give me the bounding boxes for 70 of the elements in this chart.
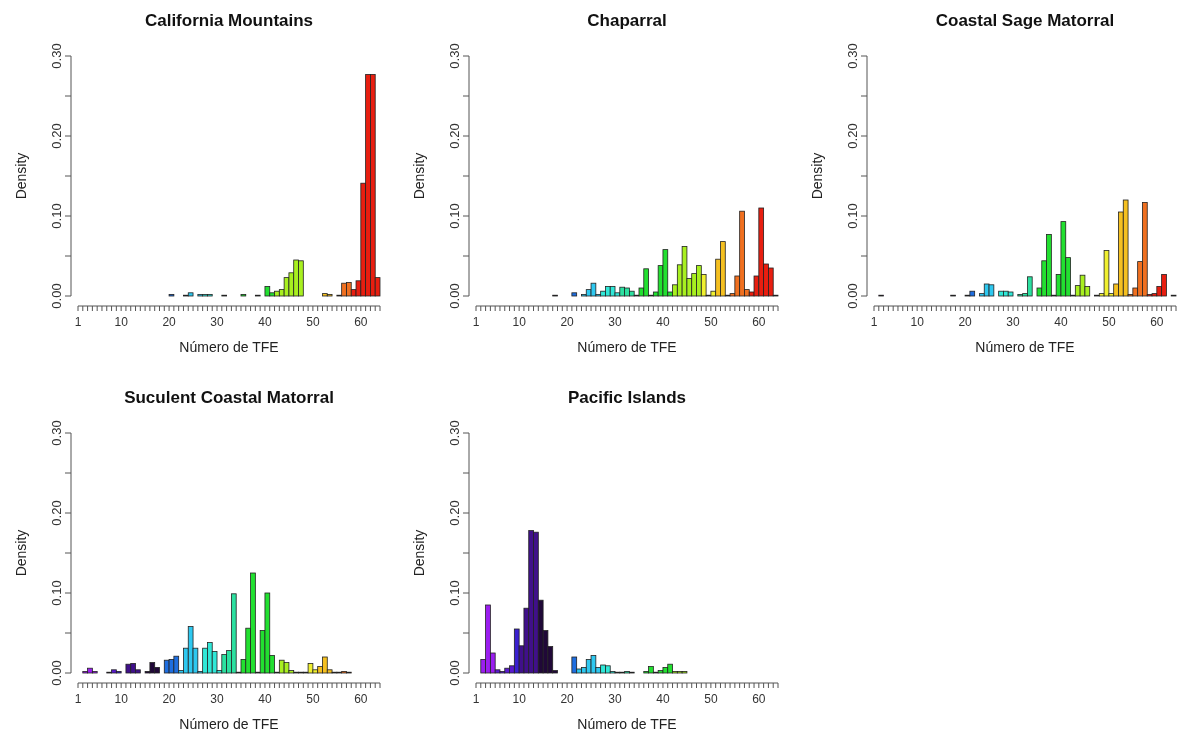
x-axis-title: Número de TFE [577,339,677,355]
y-tick-label: 0.30 [845,43,860,69]
x-tick-label: 10 [114,692,129,706]
x-tick-label: 60 [752,692,766,706]
x-tick-label: 60 [354,315,368,329]
x-tick-label: 30 [608,692,623,706]
x-axis-title: Número de TFE [179,339,279,355]
x-tick-label: 30 [210,315,225,329]
chart-title: Suculent Coastal Matorral [124,388,334,407]
x-tick-label: 1 [870,315,878,329]
chart-title: Coastal Sage Matorral [935,11,1115,30]
x-tick-label: 1 [472,692,480,706]
x-tick-label: 20 [560,692,575,706]
chart-title: Pacific Islands [567,388,687,407]
y-tick-label: 0.30 [49,43,64,69]
x-tick-label: 30 [210,692,225,706]
x-tick-label: 60 [752,315,766,329]
x-axis-title: Número de TFE [179,716,279,732]
y-tick-label: 0.20 [845,123,860,149]
chart-title: Chaparral [587,11,667,30]
y-axis-title: Density [411,152,427,200]
x-tick-label: 40 [1054,315,1068,329]
x-tick-label: 50 [704,315,718,329]
x-tick-label: 10 [114,315,129,329]
y-tick-label: 0.20 [447,500,462,526]
y-axis-title: Density [809,152,825,200]
x-tick-label: 50 [704,692,718,706]
x-tick-label: 50 [306,315,320,329]
y-tick-label: 0.20 [447,123,462,149]
x-tick-label: 50 [1102,315,1116,329]
x-tick-label: 30 [1006,315,1021,329]
y-axis-title: Density [13,152,29,200]
x-tick-label: 1 [74,692,82,706]
x-tick-label: 20 [958,315,973,329]
y-tick-label: 0.10 [447,580,462,606]
x-axis-title: Número de TFE [975,339,1075,355]
y-tick-label: 0.10 [845,203,860,229]
x-tick-label: 30 [608,315,623,329]
y-tick-label: 0.00 [49,660,64,686]
x-tick-label: 20 [560,315,575,329]
y-tick-label: 0.20 [49,500,64,526]
x-tick-label: 40 [258,692,272,706]
y-tick-label: 0.30 [447,420,462,446]
x-tick-label: 20 [162,692,177,706]
y-tick-label: 0.10 [447,203,462,229]
y-tick-label: 0.00 [447,660,462,686]
chart-title: California Mountains [144,11,314,30]
y-axis-title: Density [13,529,29,577]
x-tick-label: 20 [162,315,177,329]
x-tick-label: 50 [306,692,320,706]
y-tick-label: 0.30 [49,420,64,446]
y-tick-label: 0.00 [49,283,64,309]
x-tick-label: 10 [512,315,527,329]
x-tick-label: 40 [656,315,670,329]
y-tick-label: 0.10 [49,203,64,229]
x-tick-label: 40 [656,692,670,706]
x-tick-label: 60 [354,692,368,706]
y-tick-label: 0.00 [845,283,860,309]
x-tick-label: 1 [472,315,480,329]
y-tick-label: 0.10 [49,580,64,606]
x-tick-label: 40 [258,315,272,329]
x-tick-label: 60 [1150,315,1164,329]
y-tick-label: 0.30 [447,43,462,69]
x-tick-label: 1 [74,315,82,329]
x-tick-label: 10 [512,692,527,706]
x-tick-label: 10 [910,315,925,329]
x-axis-title: Número de TFE [577,716,677,732]
y-axis-title: Density [411,529,427,577]
y-tick-label: 0.20 [49,123,64,149]
y-tick-label: 0.00 [447,283,462,309]
